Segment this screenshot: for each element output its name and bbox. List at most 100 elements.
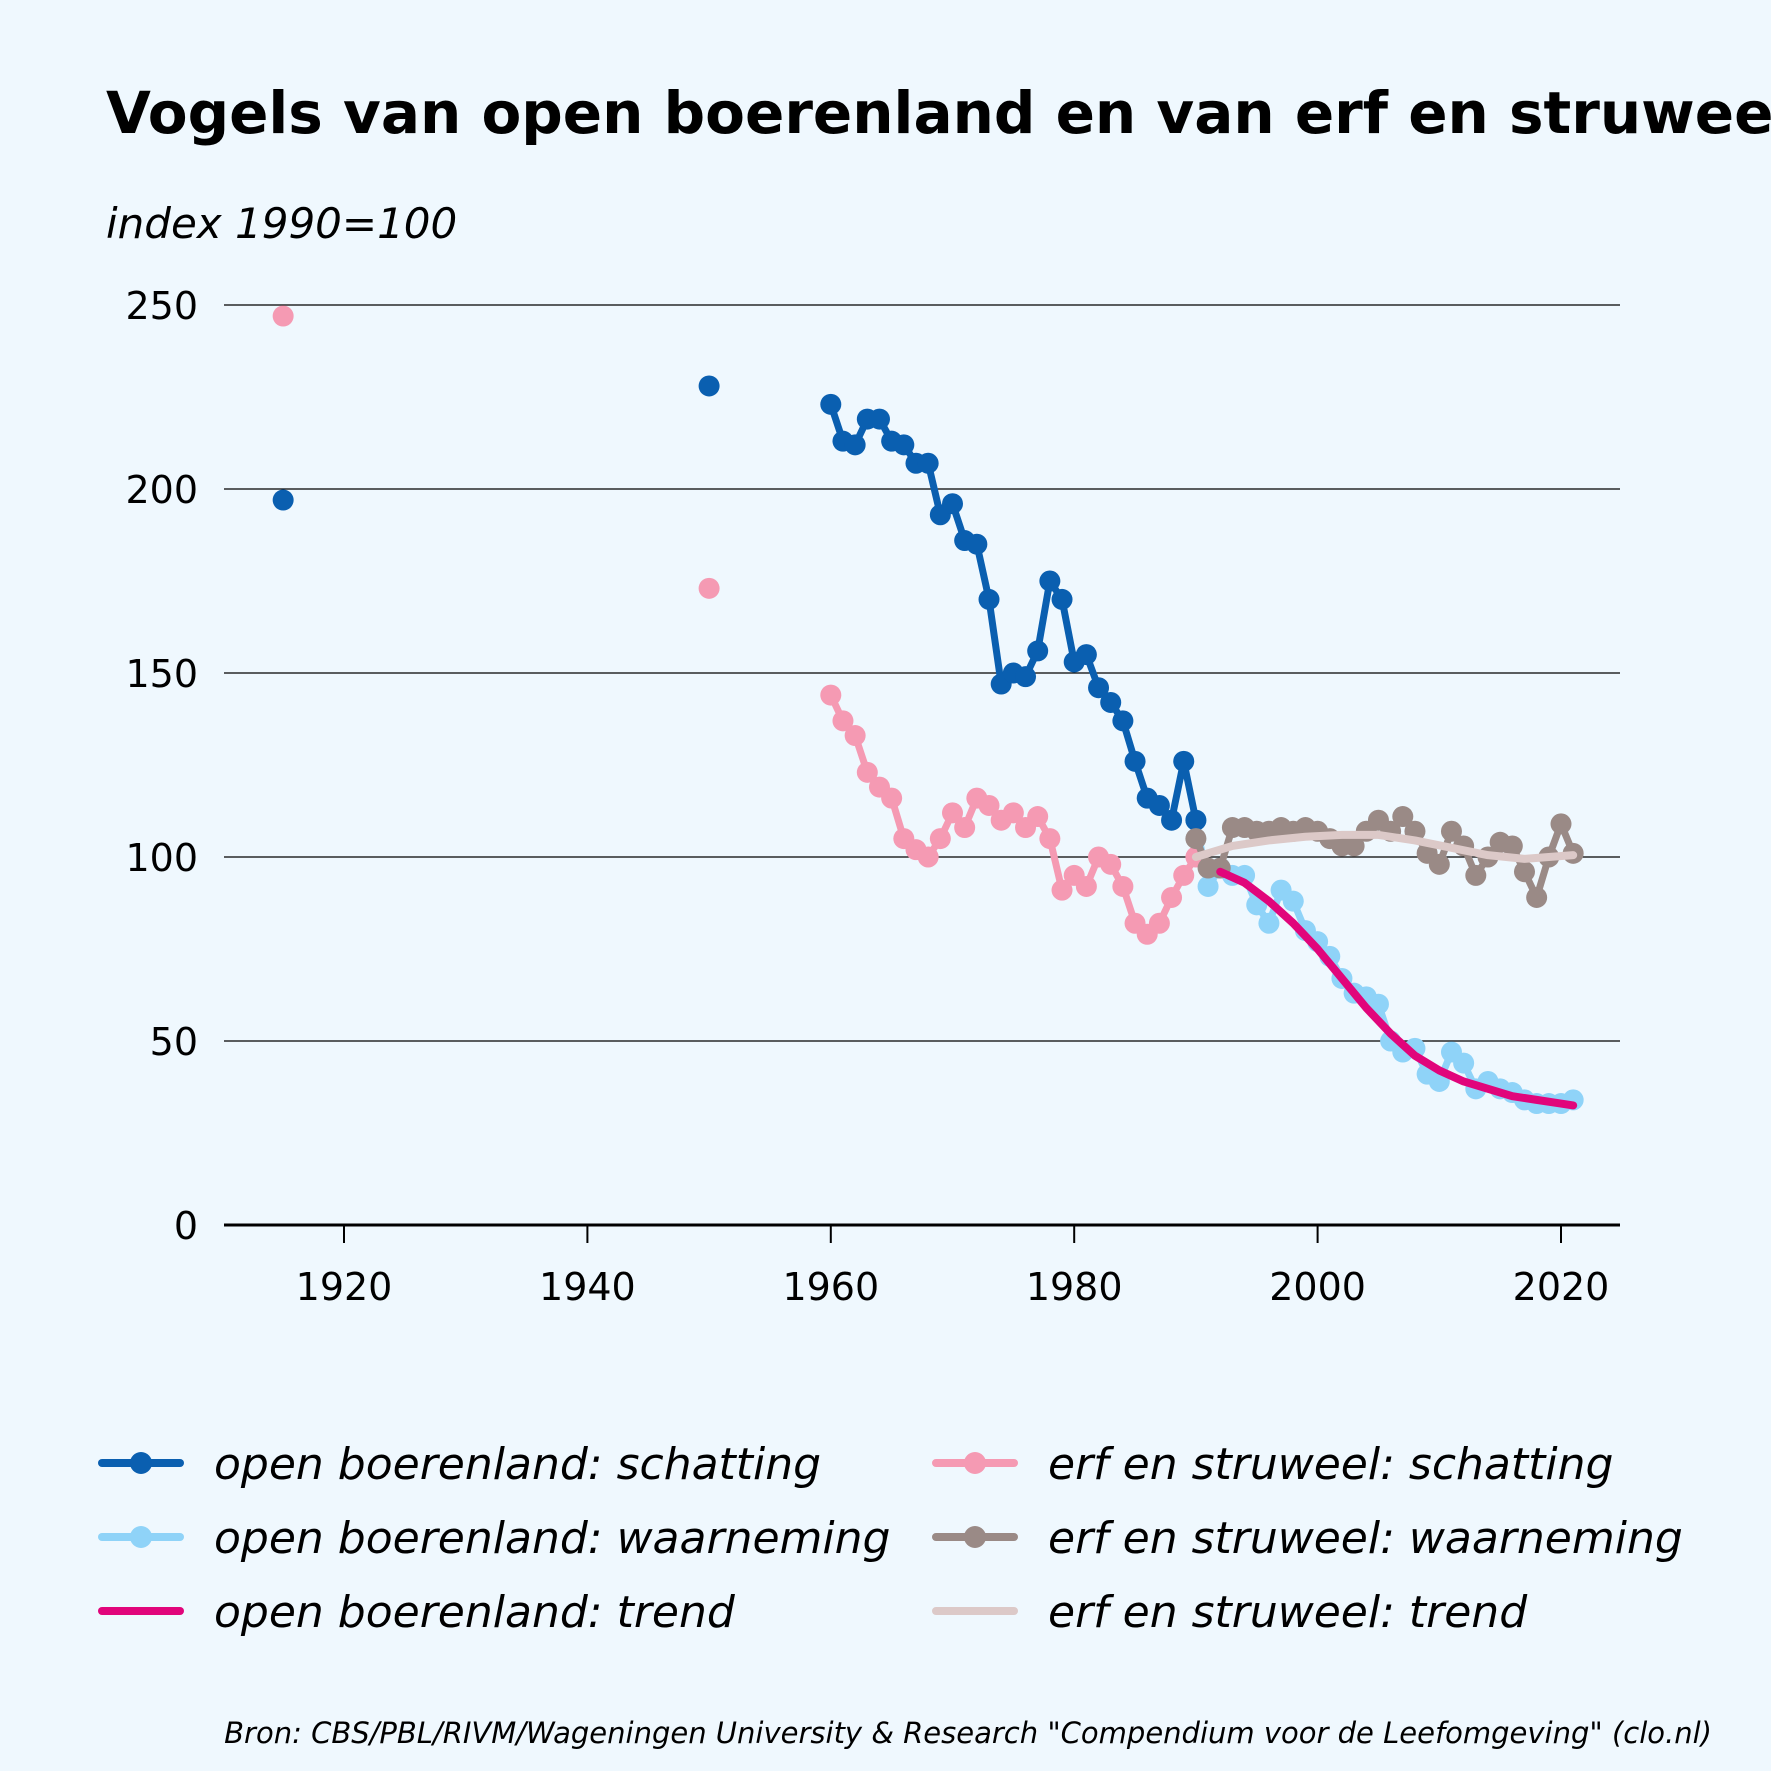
- series-2: [1216, 867, 1578, 1110]
- legend-label: erf en struweel: waarneming: [1048, 1513, 1683, 1564]
- data-point-isolated: [698, 375, 720, 397]
- series-layer: [272, 305, 1584, 1115]
- data-point: [1112, 875, 1134, 897]
- data-point: [1258, 912, 1280, 934]
- series-3: [272, 305, 1207, 945]
- data-point: [978, 588, 1000, 610]
- data-point: [954, 817, 976, 839]
- series-line: [1191, 830, 1578, 863]
- legend-swatch-marker: [964, 1452, 986, 1474]
- data-point: [1440, 820, 1462, 842]
- chart-title: Vogels van open boerenland en van erf en…: [106, 79, 1771, 147]
- data-point: [1173, 750, 1195, 772]
- legend-item: open boerenland: waarneming: [98, 1513, 890, 1564]
- data-point: [1526, 886, 1548, 908]
- y-tick-label: 50: [150, 1020, 198, 1064]
- x-tick-label: 1980: [1026, 1265, 1123, 1309]
- source-note: Bron: CBS/PBL/RIVM/Wageningen University…: [224, 1716, 1712, 1750]
- data-point: [1185, 809, 1207, 831]
- data-point: [1282, 890, 1304, 912]
- data-point: [1075, 644, 1097, 666]
- legend-label: open boerenland: waarneming: [214, 1513, 890, 1564]
- data-point: [1148, 794, 1170, 816]
- y-tick-label: 150: [125, 652, 198, 696]
- data-point: [1039, 828, 1061, 850]
- data-point: [1185, 828, 1207, 850]
- x-tick-label: 1940: [539, 1265, 636, 1309]
- data-point-isolated: [698, 577, 720, 599]
- data-point: [1124, 750, 1146, 772]
- data-point: [978, 794, 1000, 816]
- data-point: [1148, 912, 1170, 934]
- legend-label: erf en struweel: schatting: [1048, 1439, 1613, 1490]
- data-point: [881, 787, 903, 809]
- y-tick-label: 250: [125, 284, 198, 328]
- data-point: [1088, 677, 1110, 699]
- data-point: [1513, 861, 1535, 883]
- data-point: [1100, 853, 1122, 875]
- data-point: [1343, 835, 1365, 857]
- x-tick-label: 2020: [1513, 1265, 1610, 1309]
- series-0: [272, 375, 1207, 831]
- legend-label: open boerenland: schatting: [214, 1439, 821, 1490]
- data-point-isolated: [272, 489, 294, 511]
- data-point: [942, 802, 963, 824]
- x-tick-label: 2000: [1269, 1265, 1366, 1309]
- data-point: [1051, 879, 1073, 901]
- legend-item: erf en struweel: waarneming: [932, 1513, 1683, 1564]
- data-point: [1392, 806, 1414, 828]
- data-point: [1197, 875, 1219, 897]
- legend-label: open boerenland: trend: [214, 1587, 736, 1638]
- data-point: [820, 684, 842, 706]
- y-tick-label: 0: [174, 1204, 198, 1248]
- legend-item: erf en struweel: trend: [932, 1587, 1528, 1638]
- data-point: [844, 725, 866, 747]
- data-point: [1428, 853, 1450, 875]
- data-point: [1161, 886, 1183, 908]
- y-tick-label: 200: [125, 468, 198, 512]
- series-line: [1216, 867, 1578, 1110]
- series-5: [1191, 830, 1578, 863]
- legend-label: erf en struweel: trend: [1048, 1587, 1528, 1638]
- data-point: [1173, 864, 1195, 886]
- x-tick-label: 1960: [782, 1265, 879, 1309]
- data-point: [1039, 570, 1061, 592]
- x-axis-ticks: 1920 1940 1960 1980 2000 2020: [296, 1225, 1610, 1309]
- data-point: [844, 434, 866, 456]
- data-point: [1027, 640, 1049, 662]
- legend: open boerenland: schatting open boerenlan…: [98, 1439, 1683, 1638]
- data-point: [1075, 875, 1097, 897]
- legend-swatch-marker: [964, 1526, 986, 1548]
- data-point: [1002, 802, 1024, 824]
- data-point: [1465, 864, 1487, 886]
- data-point: [929, 828, 951, 850]
- data-point: [856, 761, 878, 783]
- data-point: [893, 434, 915, 456]
- data-point: [917, 452, 939, 474]
- y-tick-label: 100: [125, 836, 198, 880]
- data-point: [1027, 806, 1049, 828]
- data-point: [868, 408, 890, 430]
- x-tick-label: 1920: [296, 1265, 393, 1309]
- chart-subtitle: index 1990=100: [106, 199, 457, 248]
- legend-swatch-marker: [130, 1452, 152, 1474]
- data-point: [1051, 588, 1073, 610]
- data-point: [917, 846, 939, 868]
- data-point: [1015, 666, 1037, 688]
- data-point: [1100, 691, 1122, 713]
- data-point: [942, 493, 963, 515]
- data-point-isolated: [272, 305, 294, 327]
- data-point: [1453, 1052, 1475, 1074]
- data-point: [1112, 710, 1134, 732]
- data-point: [832, 710, 854, 732]
- data-point: [1161, 809, 1183, 831]
- data-point: [966, 533, 988, 555]
- data-point: [1501, 835, 1523, 857]
- data-point: [820, 393, 842, 415]
- y-axis-ticks: 0 50 100 150 200 250: [125, 284, 198, 1248]
- data-point: [1550, 813, 1572, 835]
- gridlines: [224, 304, 1620, 1227]
- legend-item: open boerenland: schatting: [98, 1439, 821, 1490]
- legend-swatch-marker: [130, 1526, 152, 1548]
